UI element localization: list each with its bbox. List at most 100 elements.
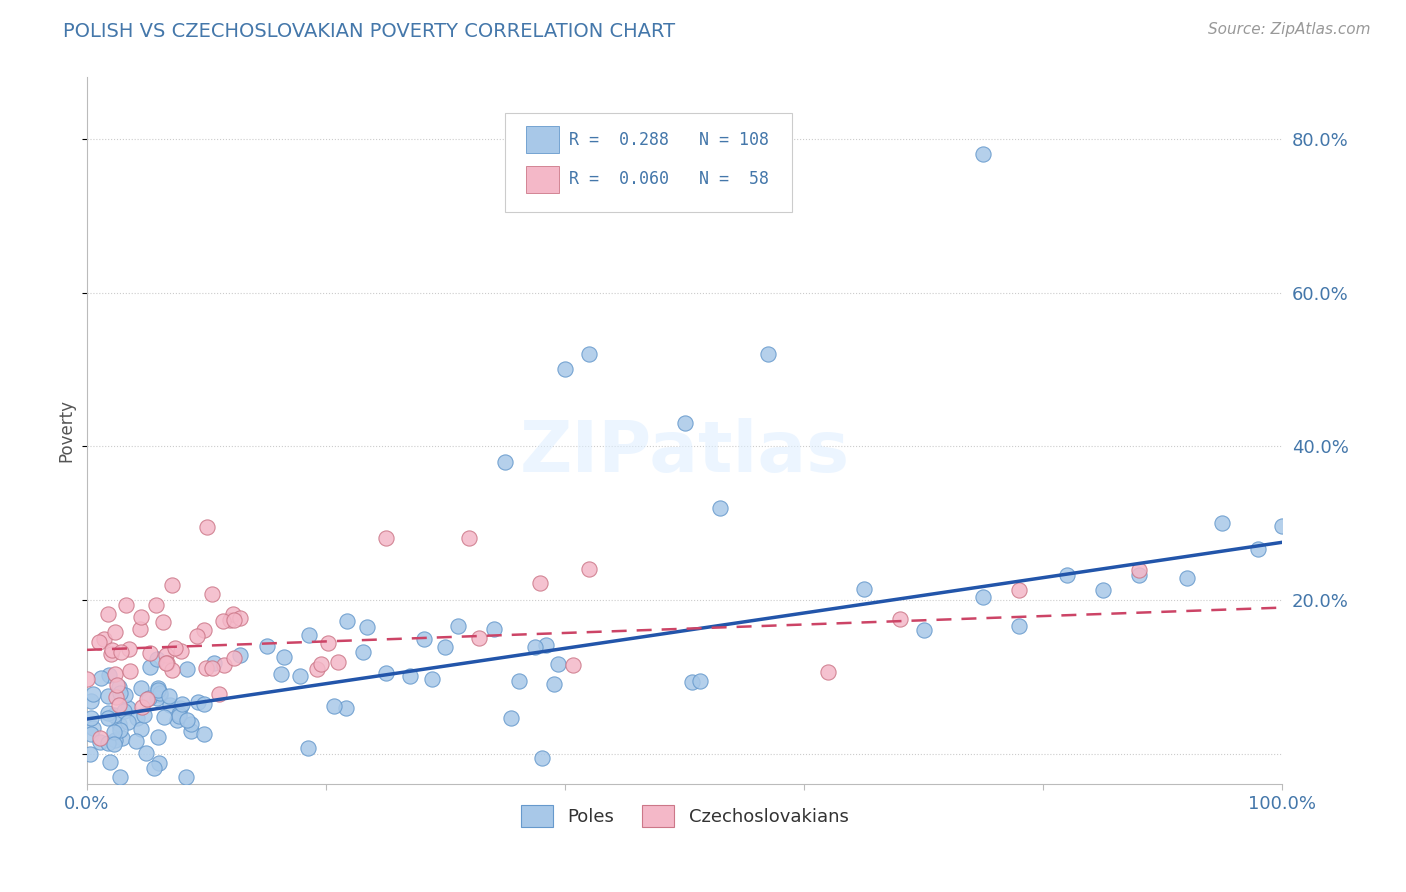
Point <box>142 761 165 775</box>
Point <box>148 730 170 744</box>
Point <box>193 697 215 711</box>
Point <box>103 725 125 739</box>
Point <box>1271 519 1294 533</box>
Point <box>972 147 994 161</box>
Point <box>554 362 576 376</box>
Point <box>108 717 131 731</box>
Point <box>298 628 321 642</box>
Point <box>219 613 242 627</box>
Point <box>201 661 224 675</box>
Point <box>689 674 711 689</box>
Point <box>127 710 149 724</box>
Point <box>458 532 481 546</box>
Point <box>193 726 215 740</box>
Point <box>1008 582 1031 597</box>
Point <box>104 733 127 747</box>
Point <box>107 678 129 692</box>
Point <box>195 520 218 534</box>
Point <box>153 710 176 724</box>
Point <box>103 708 125 723</box>
Point <box>82 721 104 735</box>
Point <box>148 682 170 697</box>
Point <box>494 455 516 469</box>
Point <box>118 642 141 657</box>
Point <box>176 662 198 676</box>
Point <box>97 607 120 621</box>
Point <box>117 714 139 729</box>
Point <box>311 657 333 671</box>
Point <box>375 666 398 681</box>
Point <box>80 726 103 740</box>
Point <box>889 612 911 626</box>
Point <box>163 641 186 656</box>
Point <box>89 731 111 746</box>
Point <box>135 691 157 706</box>
Point <box>201 586 224 600</box>
Point <box>100 647 122 661</box>
Point <box>322 699 344 714</box>
Point <box>97 737 120 751</box>
Point <box>433 640 456 655</box>
Point <box>420 672 443 686</box>
Point <box>176 714 198 728</box>
Point <box>117 701 139 715</box>
Point <box>125 734 148 748</box>
Point <box>202 656 225 670</box>
Point <box>155 648 177 662</box>
Point <box>447 619 470 633</box>
Point <box>817 665 839 679</box>
Point <box>562 657 585 672</box>
Point <box>709 500 731 515</box>
Point <box>187 694 209 708</box>
Point <box>90 671 112 685</box>
Point <box>326 655 349 669</box>
Point <box>98 755 121 769</box>
Legend: Poles, Czechoslovakians: Poles, Czechoslovakians <box>513 797 856 834</box>
Point <box>131 700 153 714</box>
Point <box>529 576 551 591</box>
Text: Source: ZipAtlas.com: Source: ZipAtlas.com <box>1208 22 1371 37</box>
Point <box>335 700 357 714</box>
Point <box>208 687 231 701</box>
Point <box>1091 582 1114 597</box>
Text: R =  0.060   N =  58: R = 0.060 N = 58 <box>568 170 769 188</box>
Point <box>118 665 141 679</box>
Point <box>180 717 202 731</box>
Point <box>316 636 339 650</box>
Point <box>508 673 530 688</box>
Point <box>1175 572 1198 586</box>
Point <box>129 681 152 696</box>
Point <box>256 640 278 654</box>
Point <box>132 707 155 722</box>
Point <box>79 747 101 761</box>
Point <box>159 698 181 712</box>
Point <box>138 690 160 705</box>
Y-axis label: Poverty: Poverty <box>58 400 75 462</box>
Point <box>756 347 779 361</box>
Point <box>108 686 131 700</box>
Point <box>501 711 523 725</box>
Point <box>149 689 172 703</box>
Point <box>103 737 125 751</box>
Point <box>107 698 129 712</box>
Point <box>578 347 600 361</box>
Point <box>195 661 218 675</box>
Point <box>212 657 235 672</box>
Bar <box>526 126 560 153</box>
Point <box>912 623 935 637</box>
Point <box>212 614 235 628</box>
Point <box>108 770 131 784</box>
Point <box>174 770 197 784</box>
Point <box>1211 516 1233 530</box>
Point <box>166 713 188 727</box>
Point <box>148 756 170 771</box>
Point <box>139 660 162 674</box>
Point <box>193 623 215 637</box>
Point <box>114 688 136 702</box>
Point <box>111 731 134 745</box>
Point <box>76 672 98 686</box>
Point <box>523 640 546 655</box>
Point <box>146 690 169 705</box>
Point <box>157 689 180 703</box>
Point <box>273 650 295 665</box>
